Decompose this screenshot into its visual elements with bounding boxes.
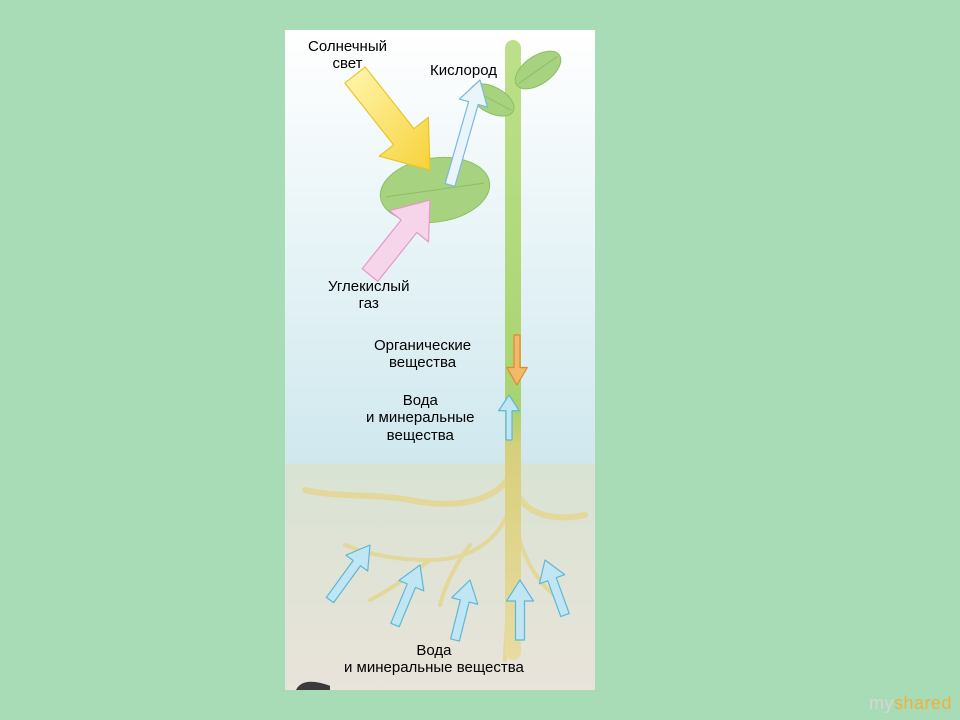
watermark-accent: shared bbox=[894, 693, 952, 713]
label-sunlight: Солнечный свет bbox=[308, 38, 387, 73]
diagram-svg bbox=[0, 0, 960, 720]
watermark-plain: my bbox=[869, 693, 894, 713]
label-co2: Углекислый газ bbox=[328, 278, 409, 313]
watermark: myshared bbox=[869, 693, 952, 714]
label-water-min: Вода и минеральные вещества bbox=[366, 392, 475, 444]
label-organic: Органические вещества bbox=[374, 337, 471, 372]
label-water-min2: Вода и минеральные вещества bbox=[344, 642, 524, 677]
stage: Солнечный свет Кислород Углекислый газ О… bbox=[0, 0, 960, 720]
label-oxygen: Кислород bbox=[430, 62, 497, 79]
